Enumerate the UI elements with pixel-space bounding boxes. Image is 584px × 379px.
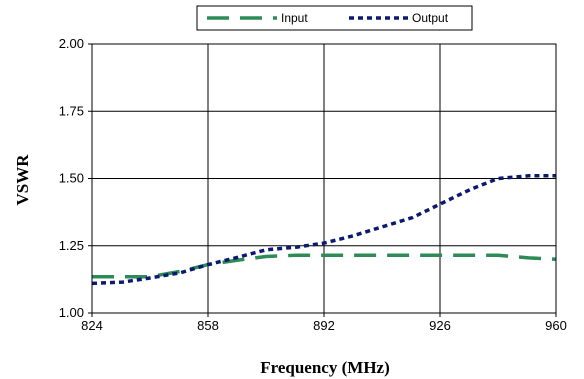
plot-frame: [91, 43, 557, 314]
x-tick-label: 892: [313, 318, 335, 333]
x-tick-label: 858: [197, 318, 219, 333]
legend-label-input: Input: [281, 11, 308, 25]
x-axis-title: Frequency (MHz): [260, 358, 390, 377]
y-tick-label: 1.00: [59, 305, 84, 320]
legend: Input Output: [196, 5, 473, 31]
series-layer: [91, 174, 557, 286]
x-tick-label: 960: [545, 318, 567, 333]
x-tick-label: 926: [429, 318, 451, 333]
legend-label-output: Output: [412, 11, 449, 25]
y-tick-label: 1.75: [59, 103, 84, 118]
x-tick-label: 824: [81, 318, 103, 333]
y-tick-label: 1.25: [59, 238, 84, 253]
axis-layer: 824 858 892 926 960 1.00 1.25 1.50 1.75 2.00: [59, 36, 567, 333]
y-axis-title: VSWR: [13, 154, 32, 206]
series-line-output: [91, 174, 556, 286]
y-tick-label: 2.00: [59, 36, 84, 51]
grid-layer: [92, 44, 556, 313]
y-tick-label: 1.50: [59, 171, 84, 186]
